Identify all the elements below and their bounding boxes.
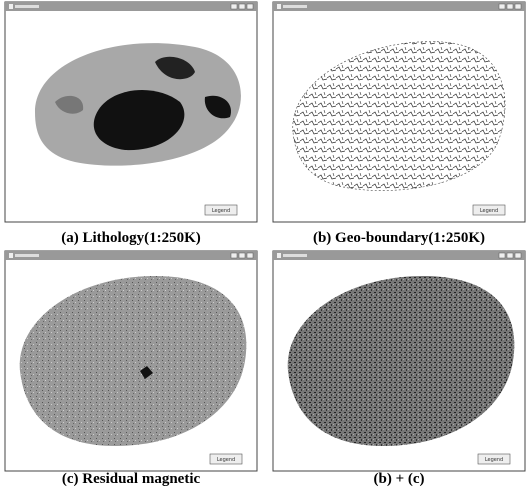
legend-button[interactable]: Legend bbox=[217, 457, 235, 463]
window-d: Legend bbox=[273, 251, 525, 471]
figure: Legend (a) Lithology(1:250K) Legend (b) … bbox=[0, 0, 528, 488]
caption: (a) Lithology(1:250K) bbox=[61, 230, 201, 246]
legend-button[interactable]: Legend bbox=[480, 208, 498, 214]
window-b: Legend bbox=[273, 2, 525, 222]
window-a: Legend bbox=[5, 2, 257, 222]
caption: (b) Geo-boundary(1:250K) bbox=[313, 230, 485, 246]
window-c: Legend bbox=[5, 251, 257, 471]
caption: (c) Residual magnetic bbox=[62, 471, 201, 487]
caption: (b) + (c) bbox=[373, 471, 424, 487]
legend-button[interactable]: Legend bbox=[212, 208, 230, 214]
legend-button[interactable]: Legend bbox=[485, 457, 503, 463]
